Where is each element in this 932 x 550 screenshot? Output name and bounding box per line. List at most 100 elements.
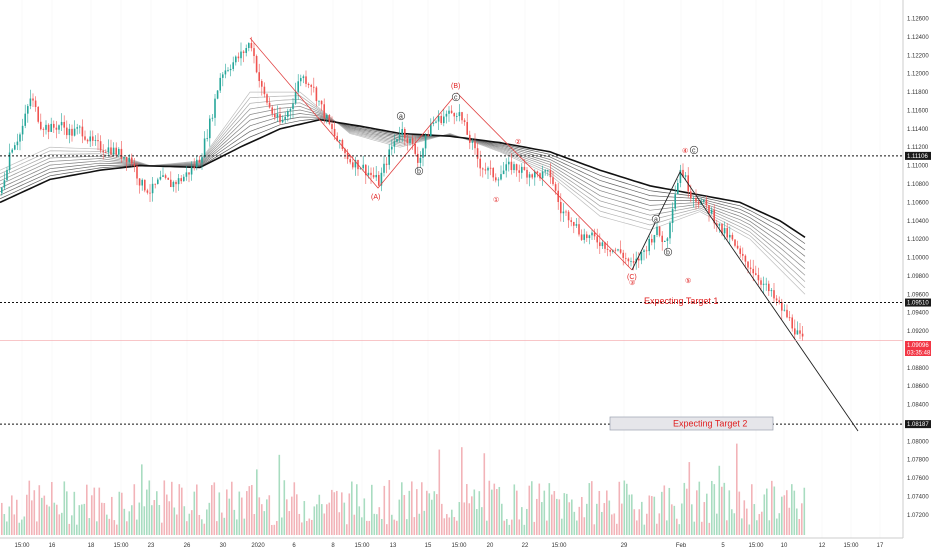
candle-body [723, 228, 726, 234]
candle-body [684, 175, 687, 177]
volume-bar [601, 511, 603, 535]
volume-bar [721, 486, 723, 535]
time-axis-ticks: 15:00 16 18 15:00 23 26 30 2020 6 8 15:00 13 15 15:00… [14, 543, 884, 549]
candle-body [367, 172, 370, 176]
volume-bar [173, 507, 176, 535]
candle-body [188, 172, 190, 175]
volume-bar [626, 483, 628, 535]
candle-body [588, 235, 591, 239]
volume-bar [123, 508, 126, 535]
candle-body [788, 317, 791, 319]
candle-body [619, 249, 622, 253]
volume-bar [61, 512, 63, 535]
volume-bar [46, 504, 48, 535]
candle-body [24, 113, 26, 126]
volume-bar [76, 524, 78, 535]
volume-bar [116, 524, 118, 535]
candle-body [53, 123, 55, 128]
volume-bar [346, 524, 348, 535]
wave-num-2: ② [515, 138, 521, 146]
candle-body [58, 125, 60, 130]
price-tick-label: 1.07600 [907, 476, 929, 482]
candle-body [297, 81, 299, 92]
candle-body [531, 174, 533, 178]
volume-bar [541, 502, 543, 535]
volume-bar [476, 509, 478, 535]
candle-body [570, 220, 572, 222]
level-price-tags: 1.11106 1.09510 1.08187 [905, 151, 931, 429]
volume-bar [71, 515, 73, 535]
projection-line [631, 171, 859, 432]
candle-body [770, 290, 773, 292]
volume-bar [426, 490, 428, 535]
volume-bar [496, 489, 498, 535]
price-tick-label: 1.09400 [907, 311, 929, 317]
candle-body [479, 158, 481, 169]
price-axis[interactable] [903, 0, 932, 538]
volume-bar [503, 520, 506, 535]
price-tick-label: 1.07400 [907, 494, 929, 500]
candle-body [138, 178, 141, 186]
volume-bar [588, 483, 591, 535]
volume-bar [516, 490, 518, 535]
volume-bar [543, 490, 546, 535]
candle-body [567, 211, 570, 221]
volume-bar [68, 523, 71, 535]
candle-body [573, 221, 575, 226]
candle-body [50, 123, 52, 132]
volume-bar [286, 499, 288, 535]
volume-bar [231, 481, 233, 535]
candle-body [354, 159, 357, 168]
candle-body [279, 114, 281, 123]
candle-body [385, 163, 388, 165]
time-tick-label: 12 [819, 543, 826, 549]
volume-bar [168, 501, 171, 535]
candle-body [310, 85, 312, 87]
volume-bar [486, 520, 488, 535]
price-tick-label: 1.11400 [907, 127, 929, 133]
candle-body [97, 140, 99, 142]
volume-bar [586, 503, 588, 535]
volume-bar [108, 518, 111, 535]
volume-bar [128, 511, 131, 535]
candle-body [144, 179, 146, 191]
volume-bar [148, 480, 151, 535]
volume-bar [166, 494, 168, 535]
candle-body [495, 177, 497, 181]
wave-zigzag-red [249, 37, 633, 271]
volume-bar [283, 480, 286, 535]
time-tick-label: 15:00 [14, 543, 30, 549]
volume-bar [1, 502, 3, 535]
candle-body [209, 118, 211, 139]
candle-body [118, 148, 120, 155]
time-tick-label: 13 [390, 543, 397, 549]
candle-body [487, 167, 489, 171]
volume-bar [408, 490, 411, 535]
candle-body [791, 317, 793, 329]
time-axis[interactable] [0, 538, 932, 550]
wave-circle-c2-label: c [692, 148, 696, 155]
volume-bar [336, 490, 338, 535]
candle-body [757, 274, 760, 281]
volume-bar [423, 510, 426, 535]
wave-label-C: (C) [627, 274, 637, 281]
candle-body [775, 298, 778, 301]
candle-body [557, 190, 559, 202]
volume-bar [758, 514, 761, 535]
price-tick-label: 1.08000 [907, 439, 929, 445]
time-tick-label: 8 [331, 543, 335, 549]
volume-bar [253, 514, 256, 535]
time-tick-label: 2020 [251, 543, 265, 549]
candle-body [697, 201, 700, 205]
candle-body [375, 174, 377, 178]
wave-lines [249, 37, 859, 432]
candle-body [404, 128, 406, 139]
candle-body [323, 104, 325, 118]
candle-body [242, 51, 245, 53]
candle-body [393, 141, 396, 147]
volume-bar [446, 514, 448, 535]
volume-bar [776, 518, 778, 535]
candle-body [414, 143, 416, 154]
volume-bar [151, 505, 153, 535]
